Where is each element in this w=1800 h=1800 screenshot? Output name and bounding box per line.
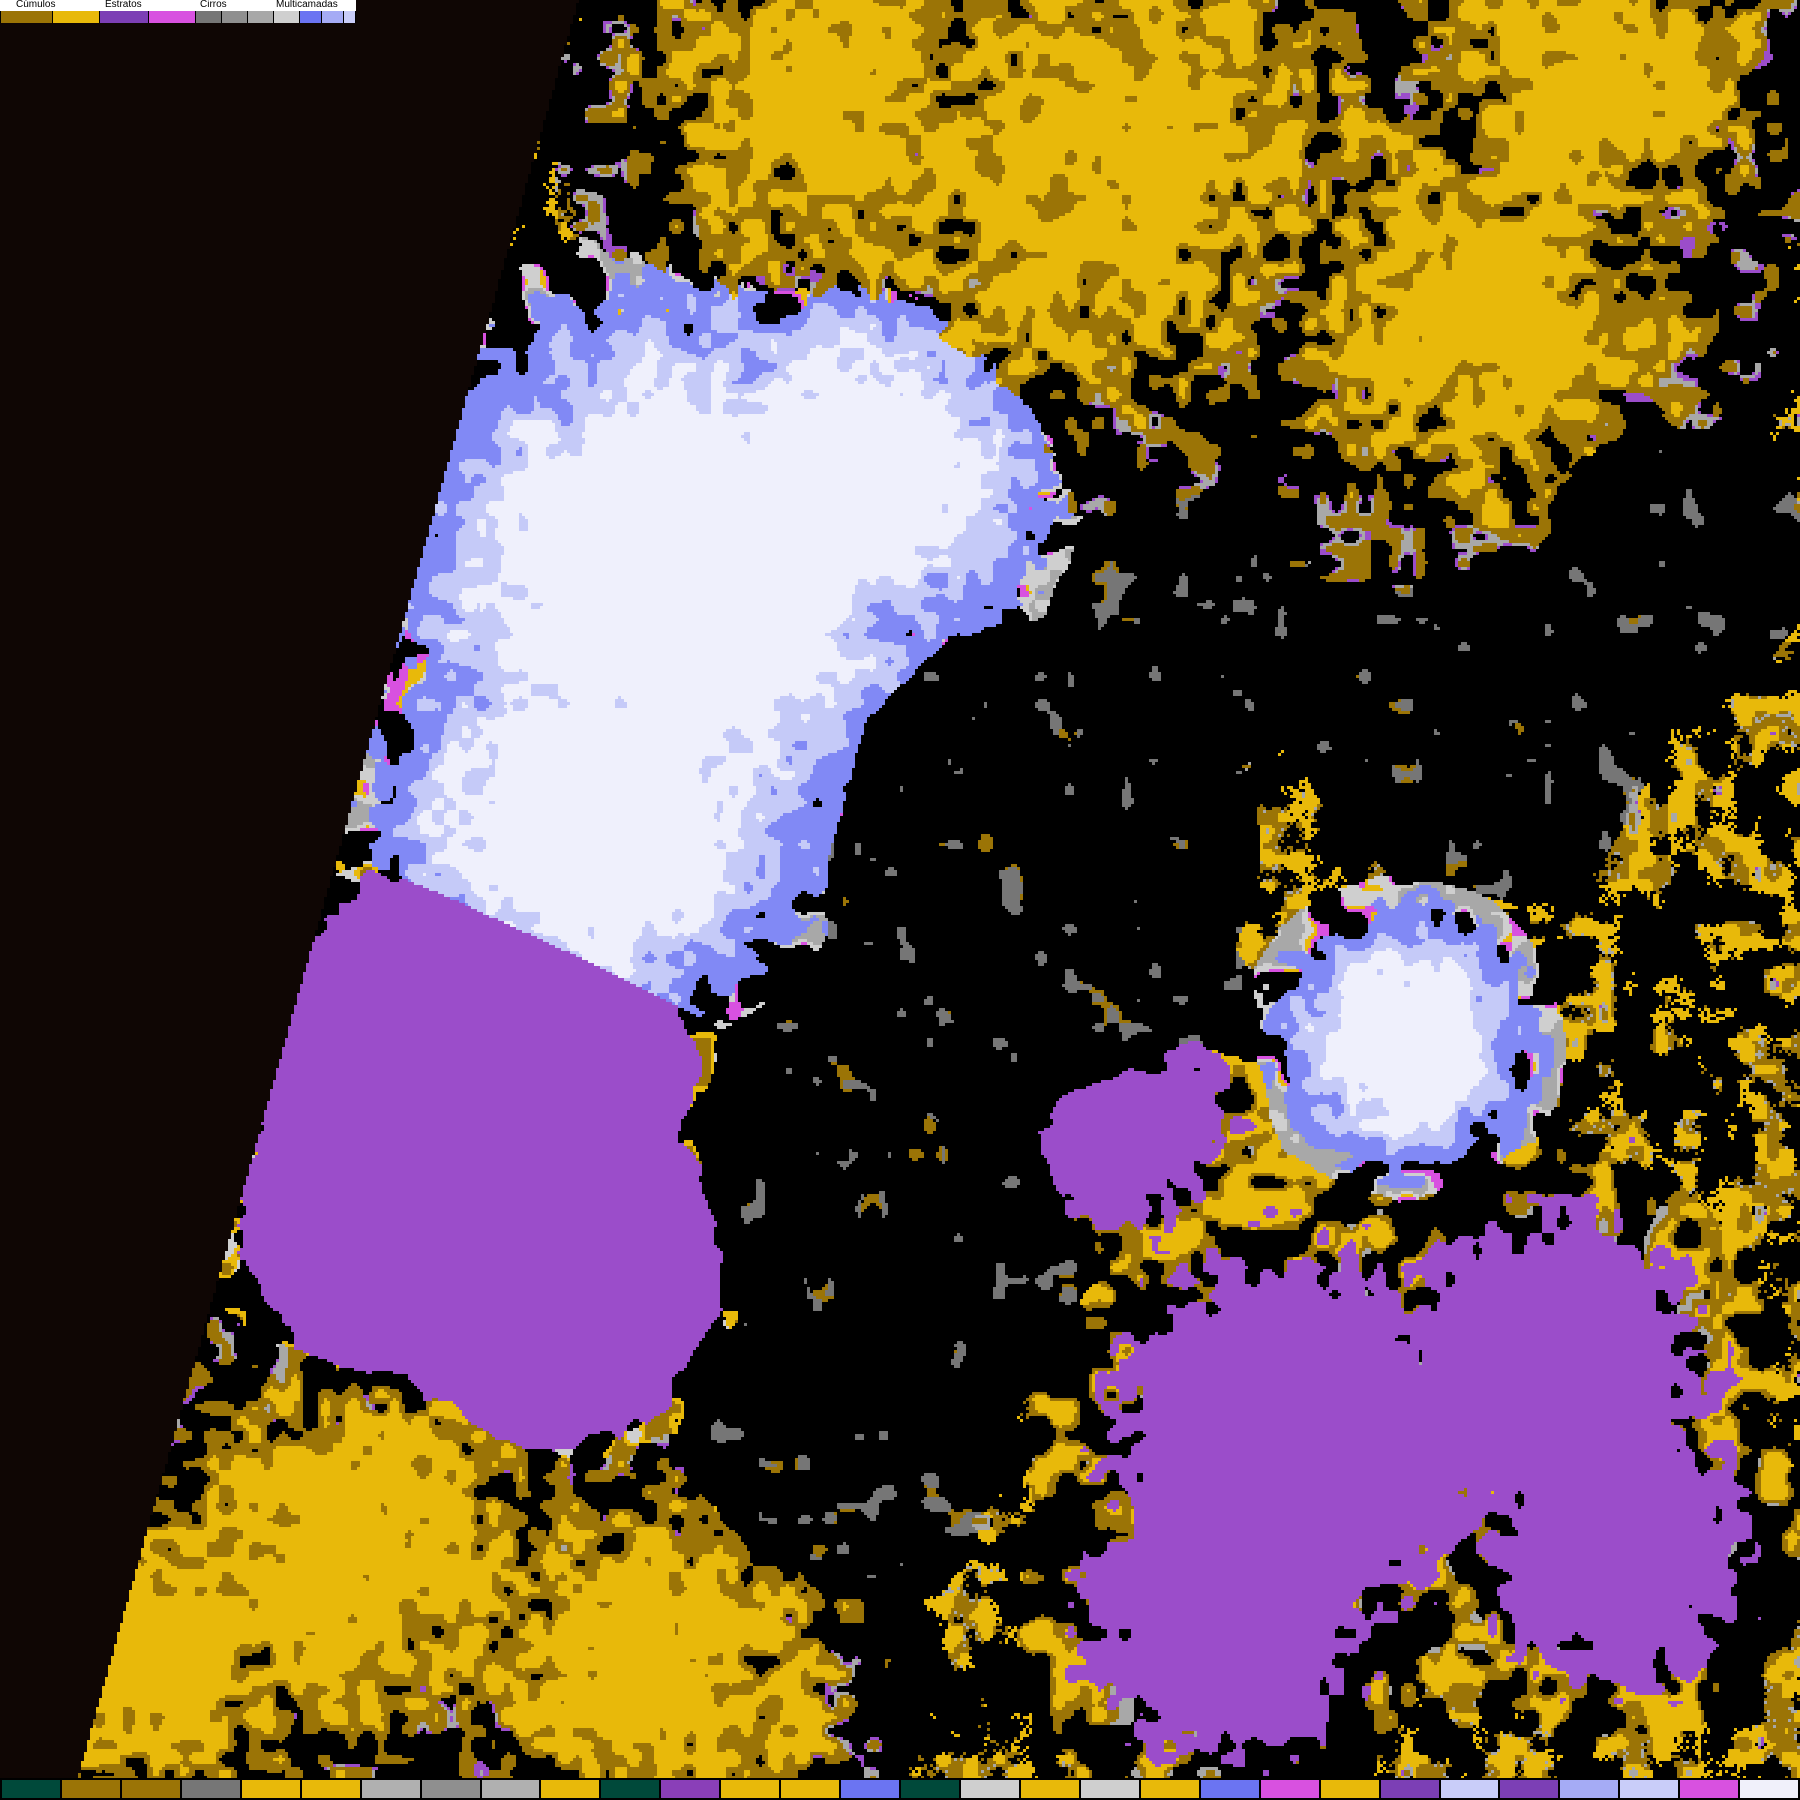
legend-swatches — [0, 11, 356, 23]
legend-swatch-cumulos-2 — [53, 11, 100, 23]
colorbar-block-cb-22 — [1260, 1778, 1321, 1800]
colorbar-block-cb-26 — [1500, 1778, 1561, 1800]
colorbar-block-cb-08 — [421, 1778, 482, 1800]
legend-swatch-estratos-2 — [149, 11, 196, 23]
legend-group-label-1: Estratos — [105, 0, 142, 10]
colorbar-block-cb-03 — [121, 1778, 182, 1800]
colorbar-block-cb-11 — [601, 1778, 662, 1800]
legend-swatch-cirros-4 — [274, 11, 300, 23]
colorbar-block-cb-30 — [1740, 1778, 1800, 1800]
colorbar-block-cb-07 — [361, 1778, 422, 1800]
colorbar-block-cb-23 — [1320, 1778, 1381, 1800]
colorbar-block-cb-19 — [1080, 1778, 1141, 1800]
colorbar-block-cb-14 — [781, 1778, 842, 1800]
colorbar-block-cb-28 — [1620, 1778, 1681, 1800]
legend-group-label-3: Multicamadas — [276, 0, 338, 10]
legend-swatch-cirros-3 — [248, 11, 274, 23]
colorbar-block-cb-10 — [541, 1778, 602, 1800]
legend-group-label-0: Cúmulos — [16, 0, 56, 10]
bottom-colorbar — [0, 1778, 1800, 1800]
legend-swatch-cirros-1 — [196, 11, 222, 23]
legend-swatch-cumulos-1 — [0, 11, 53, 23]
legend-swatch-multi-3 — [344, 11, 356, 23]
colorbar-block-cb-24 — [1380, 1778, 1441, 1800]
legend-swatch-cirros-2 — [222, 11, 248, 23]
colorbar-block-cb-04 — [181, 1778, 242, 1800]
colorbar-block-cb-05 — [241, 1778, 302, 1800]
colorbar-block-cb-16 — [901, 1778, 961, 1800]
colorbar-block-cb-13 — [721, 1778, 782, 1800]
legend-swatch-estratos-1 — [100, 11, 149, 23]
colorbar-block-cb-17 — [961, 1778, 1021, 1800]
colorbar-block-cb-01 — [0, 1778, 62, 1800]
colorbar-block-cb-20 — [1140, 1778, 1201, 1800]
colorbar-block-cb-06 — [301, 1778, 362, 1800]
colorbar-block-cb-21 — [1200, 1778, 1261, 1800]
colorbar-block-cb-27 — [1560, 1778, 1621, 1800]
legend-swatch-multi-1 — [300, 11, 322, 23]
colorbar-block-cb-18 — [1020, 1778, 1081, 1800]
legend-group-label-2: Cirros — [200, 0, 227, 10]
colorbar-block-cb-15 — [841, 1778, 902, 1800]
colorbar-block-cb-29 — [1680, 1778, 1741, 1800]
colorbar-block-cb-09 — [481, 1778, 542, 1800]
legend-swatch-multi-2 — [322, 11, 344, 23]
colorbar-block-cb-25 — [1440, 1778, 1501, 1800]
legend-labels: Cúmulos Estratos Cirros Multicamadas — [0, 0, 356, 11]
legend-panel: Cúmulos Estratos Cirros Multicamadas — [0, 0, 356, 23]
colorbar-block-cb-12 — [661, 1778, 722, 1800]
colorbar-block-cb-02 — [61, 1778, 122, 1800]
